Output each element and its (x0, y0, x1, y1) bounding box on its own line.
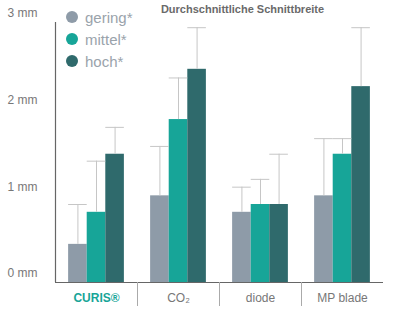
svg-text:diode: diode (246, 291, 276, 305)
html-text:mittel*: mittel* (85, 30, 127, 48)
svg-text:CURIS®: CURIS® (73, 291, 119, 305)
svg-text:MP blade: MP blade (317, 291, 368, 305)
svg-text:CO₂: CO₂ (167, 291, 190, 305)
svg-text:2 mm: 2 mm (8, 93, 38, 107)
svg-text:0 mm: 0 mm (8, 266, 38, 280)
html-text:hoch*: hoch* (85, 52, 124, 70)
html-text:gering*: gering* (85, 8, 133, 26)
svg-text:1 mm: 1 mm (8, 180, 38, 194)
svg-text:3 mm: 3 mm (8, 6, 38, 20)
html-text:Durchschnittliche Schnittbreit: Durchschnittliche Schnittbreite (160, 3, 325, 15)
